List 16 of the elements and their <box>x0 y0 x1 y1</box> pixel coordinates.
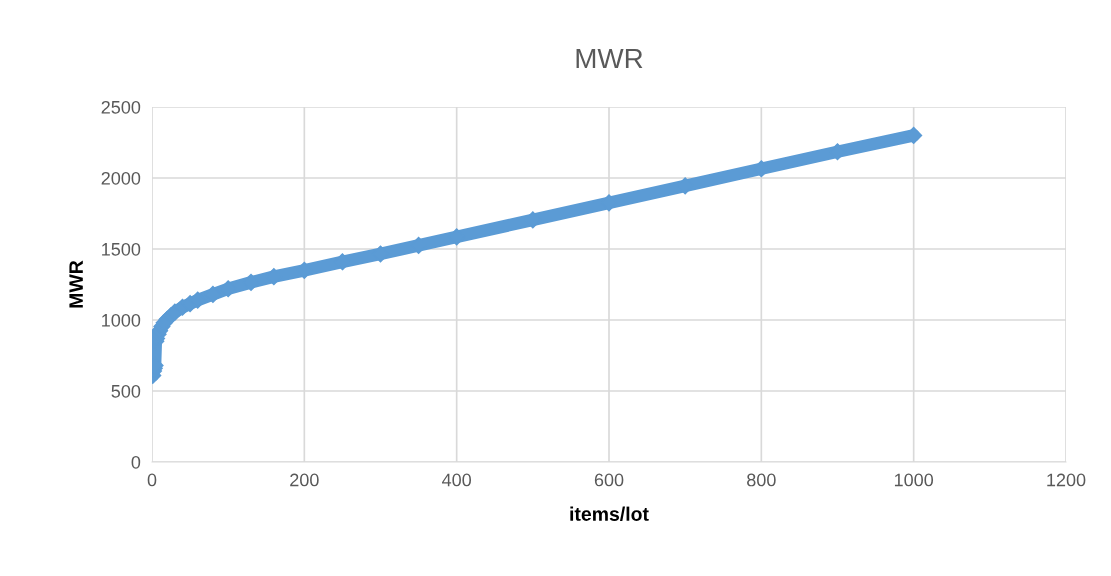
y-tick-label: 1500 <box>102 242 141 256</box>
x-tick-label: 200 <box>290 473 319 487</box>
y-tick-label: 1000 <box>102 313 141 327</box>
x-tick-label: 1000 <box>894 473 934 487</box>
x-tick-label: 400 <box>442 473 472 487</box>
x-tick-label: 800 <box>747 473 776 487</box>
x-tick-label: 0 <box>147 473 157 487</box>
y-axis-title: MWR <box>69 260 83 308</box>
y-tick-label: 0 <box>131 455 141 469</box>
x-tick-label: 1200 <box>1047 473 1086 487</box>
x-axis-title: items/lot <box>570 506 649 522</box>
chart-title: MWR <box>576 49 643 69</box>
y-tick-label: 2500 <box>101 100 141 114</box>
y-tick-label: 2000 <box>101 171 141 185</box>
y-tick-label: 500 <box>111 384 141 398</box>
x-tick-label: 600 <box>594 473 624 487</box>
